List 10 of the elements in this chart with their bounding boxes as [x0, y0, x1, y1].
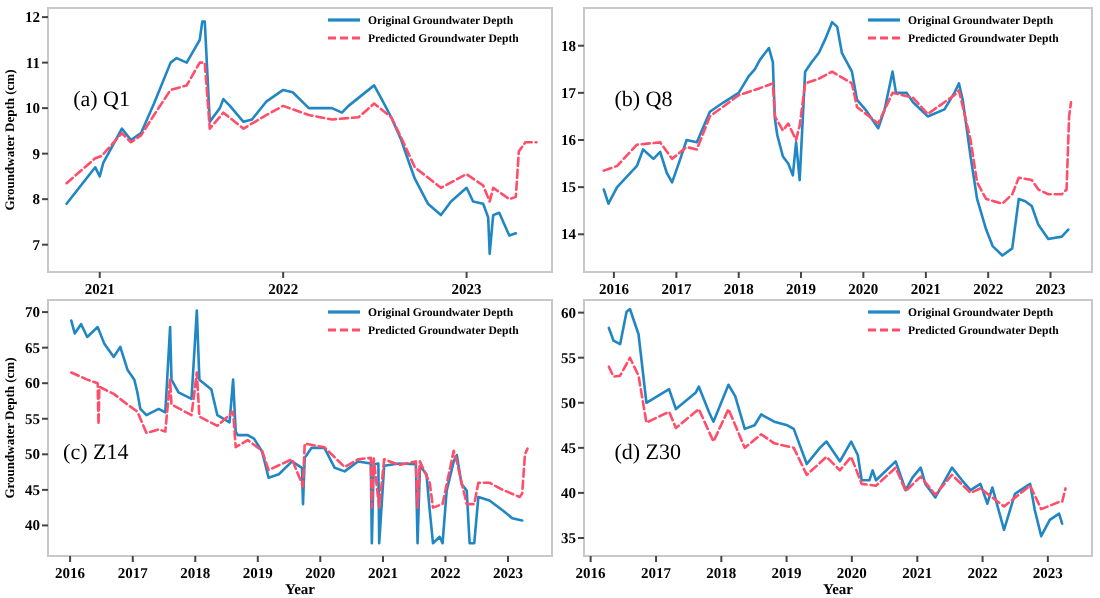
line-series: [65, 20, 518, 256]
line-series: [607, 356, 1067, 511]
text: (d) Z30: [614, 440, 683, 465]
text: (a) Q1: [73, 87, 131, 112]
text: (b) Q8: [614, 87, 674, 112]
text: (c) Z14: [63, 440, 130, 465]
line-series: [65, 61, 538, 203]
line-series: [607, 307, 1064, 538]
line-series: [602, 20, 1070, 257]
line-series: [602, 70, 1073, 205]
